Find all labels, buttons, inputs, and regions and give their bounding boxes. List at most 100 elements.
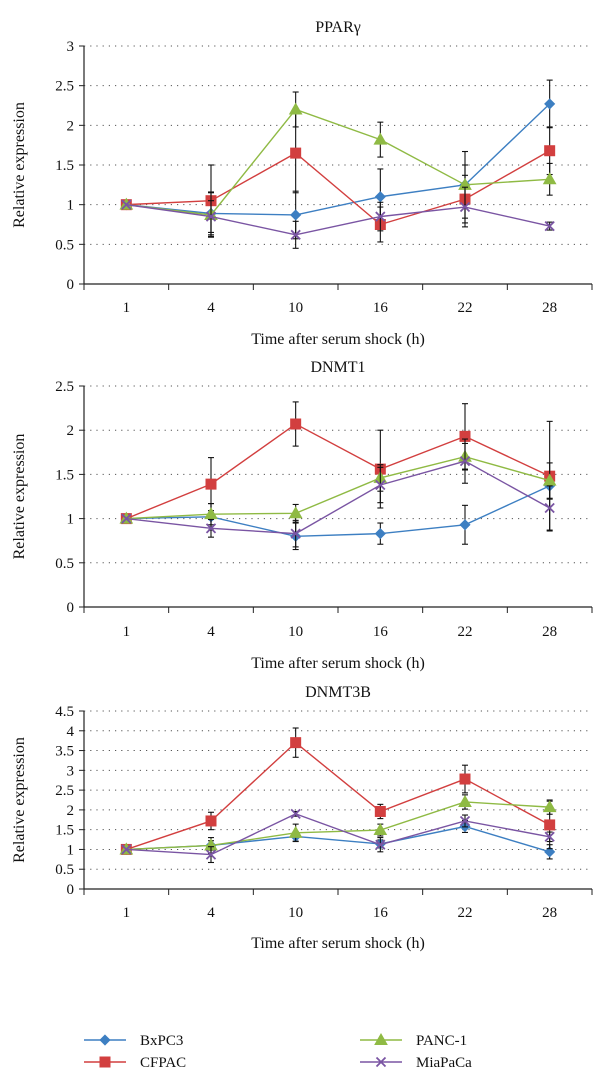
y-tick-label: 2.5	[55, 379, 74, 395]
data-point	[374, 805, 386, 817]
y-tick-label: 1	[67, 842, 75, 858]
x-tick-label: 10	[288, 905, 303, 921]
data-point	[544, 220, 555, 232]
data-point	[290, 418, 302, 430]
x-tick-label: 4	[207, 624, 215, 640]
y-tick-label: 2.5	[55, 79, 74, 95]
y-tick-label: 2.5	[55, 783, 74, 799]
series-line	[126, 485, 550, 537]
legend-marker	[375, 1056, 387, 1068]
data-point	[544, 145, 556, 157]
series-panc-1	[119, 794, 557, 855]
y-tick-label: 0	[67, 600, 75, 616]
data-point	[375, 839, 386, 850]
series-bxpc3	[120, 79, 556, 240]
x-tick-label: 22	[458, 905, 473, 921]
x-axis-label: Time after serum shock (h)	[251, 655, 425, 672]
data-point	[459, 773, 471, 785]
x-axis-label: Time after serum shock (h)	[251, 935, 425, 952]
y-tick-label: 3	[67, 763, 75, 779]
data-point	[121, 513, 132, 524]
data-point	[544, 846, 556, 858]
legend-label: BxPC3	[140, 1033, 183, 1049]
data-point	[205, 849, 217, 860]
data-point	[374, 528, 386, 540]
x-tick-label: 28	[542, 300, 557, 316]
x-tick-label: 28	[542, 905, 557, 921]
data-point	[290, 737, 302, 749]
y-tick-label: 1	[67, 512, 75, 528]
data-point	[121, 199, 132, 210]
series-line	[126, 460, 551, 535]
legend-marker	[374, 1032, 388, 1045]
y-tick-label: 2	[67, 423, 75, 439]
data-point	[205, 478, 217, 490]
data-point	[204, 507, 218, 520]
data-point	[542, 473, 557, 486]
x-tick-label: 4	[207, 300, 215, 316]
x-tick-label: 28	[542, 624, 557, 640]
legend-label: MiaPaCa	[416, 1055, 472, 1071]
data-point	[290, 229, 301, 240]
y-tick-label: 0	[67, 882, 75, 898]
chart-ppar: 0 0.5 1 1.5 2 2.5 3 1 4 10 16 22 28 PPARγ Time after s…	[11, 19, 593, 348]
y-tick-label: 0.5	[55, 862, 74, 878]
series-line	[126, 108, 550, 216]
series-cfpac	[120, 112, 556, 243]
y-tick-label: 0.5	[55, 237, 74, 253]
y-tick-label: 0	[67, 277, 75, 293]
x-axis-label: Time after serum shock (h)	[251, 331, 425, 348]
chart-dnmt1: 0 0.5 1 1.5 2 2.5 1 4 10 16 22 28 DNMT1 Time after se…	[11, 359, 593, 672]
series-line	[126, 203, 550, 236]
x-tick-label: 1	[123, 624, 131, 640]
y-tick-label: 2	[67, 118, 75, 134]
y-tick-label: 1.5	[55, 467, 74, 483]
data-point	[542, 172, 557, 185]
data-point	[290, 808, 301, 819]
data-point	[290, 147, 302, 159]
x-tick-label: 1	[123, 905, 131, 921]
x-tick-label: 16	[373, 300, 389, 316]
legend-label: PANC-1	[416, 1033, 467, 1049]
x-tick-label: 1	[123, 300, 131, 316]
y-tick-label: 3	[67, 39, 75, 55]
data-point	[459, 201, 471, 213]
x-tick-label: 16	[373, 624, 389, 640]
y-tick-label: 0.5	[55, 556, 74, 572]
data-point	[373, 823, 388, 836]
data-point	[544, 831, 555, 842]
data-point	[373, 132, 388, 145]
y-tick-label: 4	[67, 724, 75, 740]
data-point	[288, 825, 303, 838]
data-point	[205, 523, 217, 534]
series-line	[126, 801, 550, 851]
x-tick-label: 22	[458, 300, 473, 316]
y-axis-label: Relative expression	[11, 434, 28, 560]
series-panc-1	[119, 91, 557, 238]
y-tick-label: 3.5	[55, 744, 74, 760]
series-bxpc3	[120, 472, 556, 551]
data-point	[375, 479, 386, 491]
legend-item-miapaca: MiaPaCa	[360, 1055, 472, 1071]
data-point	[542, 800, 557, 813]
y-tick-label: 1	[67, 198, 75, 214]
y-axis-label: Relative expression	[11, 102, 28, 228]
x-tick-label: 22	[458, 624, 473, 640]
legend-marker	[99, 1056, 111, 1068]
data-point	[290, 209, 302, 221]
series-line	[126, 741, 551, 851]
series-miapaca	[121, 438, 555, 548]
series-line	[126, 813, 550, 856]
chart-title: PPARγ	[315, 19, 361, 36]
data-point	[290, 528, 301, 539]
y-tick-label: 2	[67, 803, 75, 819]
legend-item-bxpc3: BxPC3	[84, 1033, 183, 1049]
series-line	[126, 423, 550, 520]
data-point	[459, 519, 471, 531]
data-point	[375, 211, 386, 222]
data-point	[459, 815, 471, 827]
data-point	[121, 844, 132, 855]
y-tick-label: 1.5	[55, 823, 74, 839]
legend-marker	[99, 1034, 111, 1046]
